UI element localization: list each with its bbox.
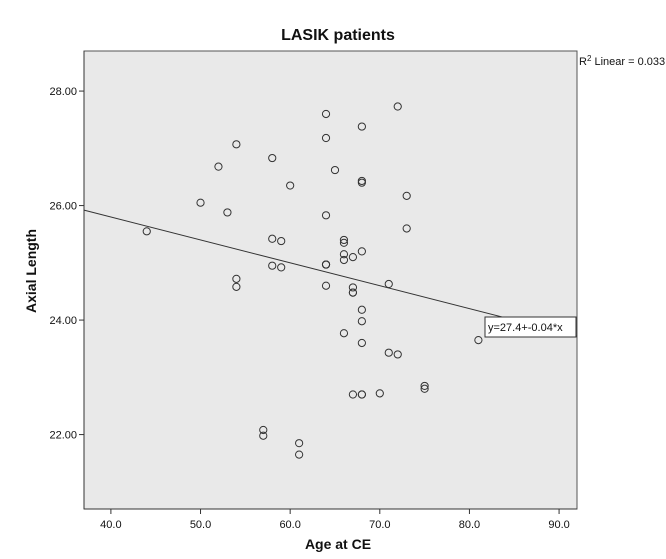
x-ticks: 40.0 50.0 60.0 70.0 80.0 90.0 (100, 509, 570, 531)
data-point (357, 178, 366, 187)
data-point (357, 305, 366, 314)
data-point (339, 255, 349, 265)
data-point (357, 247, 366, 256)
data-point (339, 235, 349, 245)
data-point (384, 348, 393, 357)
y-tick-label: 22.00 (49, 430, 77, 442)
data-point (402, 191, 411, 200)
data-point (268, 234, 277, 243)
x-axis-label: Age at CE (305, 536, 371, 552)
data-point (268, 153, 277, 163)
data-point (348, 283, 358, 292)
data-point (339, 329, 349, 338)
data-point (321, 211, 331, 220)
data-point (357, 122, 366, 131)
data-point (393, 102, 402, 111)
data-point (295, 450, 304, 459)
data-point (259, 431, 268, 440)
points-layer (142, 102, 483, 459)
data-point (277, 236, 286, 246)
x-tick-label: 50.0 (190, 519, 211, 531)
x-tick-label: 70.0 (369, 519, 390, 531)
data-point (330, 165, 340, 175)
data-point (348, 288, 358, 297)
data-point (214, 162, 223, 171)
data-point (196, 198, 205, 207)
data-point (348, 253, 358, 262)
plot-area (83, 50, 578, 510)
data-point (375, 389, 384, 398)
y-axis-label: Axial Length (23, 229, 39, 313)
data-point (268, 261, 277, 270)
r-squared-value: Linear = 0.033 (591, 56, 665, 68)
r-squared-label: R2 Linear = 0.033 (579, 54, 665, 68)
data-point (339, 238, 349, 247)
y-ticks: 28.00 26.00 24.00 22.00 (49, 86, 84, 442)
data-point (357, 317, 366, 326)
x-tick-label: 90.0 (548, 519, 569, 531)
fit-line (83, 209, 578, 337)
fit-equation-text: y=27.4+-0.04*x (488, 322, 563, 334)
data-point (321, 109, 331, 119)
x-tick-label: 80.0 (459, 519, 480, 531)
fit-equation-box: y=27.4+-0.04*x (484, 316, 577, 338)
fit-line-layer (83, 209, 578, 337)
data-point (357, 390, 366, 399)
data-point (232, 282, 241, 291)
fit-equation-box-border (484, 316, 577, 338)
data-point (420, 384, 429, 393)
data-point (357, 338, 366, 348)
y-tick-label: 24.00 (49, 315, 77, 327)
data-point (348, 390, 358, 399)
x-tick-label: 60.0 (279, 519, 300, 531)
data-point (339, 250, 349, 259)
data-point (277, 263, 286, 272)
data-point (295, 439, 304, 448)
r-squared-r: R (579, 56, 587, 68)
axes-layer (83, 51, 577, 510)
data-point (321, 281, 331, 290)
x-tick-label: 40.0 (100, 519, 121, 531)
chart-title: LASIK patients (281, 27, 395, 44)
data-point (142, 227, 151, 236)
data-point (321, 133, 331, 143)
y-tick-label: 28.00 (49, 86, 77, 98)
data-point (223, 208, 232, 217)
r-squared-exponent: 2 (587, 54, 592, 63)
data-point (393, 350, 402, 359)
data-point (259, 425, 268, 435)
y-tick-label: 26.00 (49, 201, 77, 213)
data-point (420, 381, 429, 391)
data-point (384, 279, 393, 289)
data-point (321, 260, 331, 269)
data-point (286, 181, 295, 190)
data-point (232, 140, 241, 149)
data-point (474, 336, 483, 345)
data-point (402, 224, 411, 233)
data-point (232, 274, 241, 283)
